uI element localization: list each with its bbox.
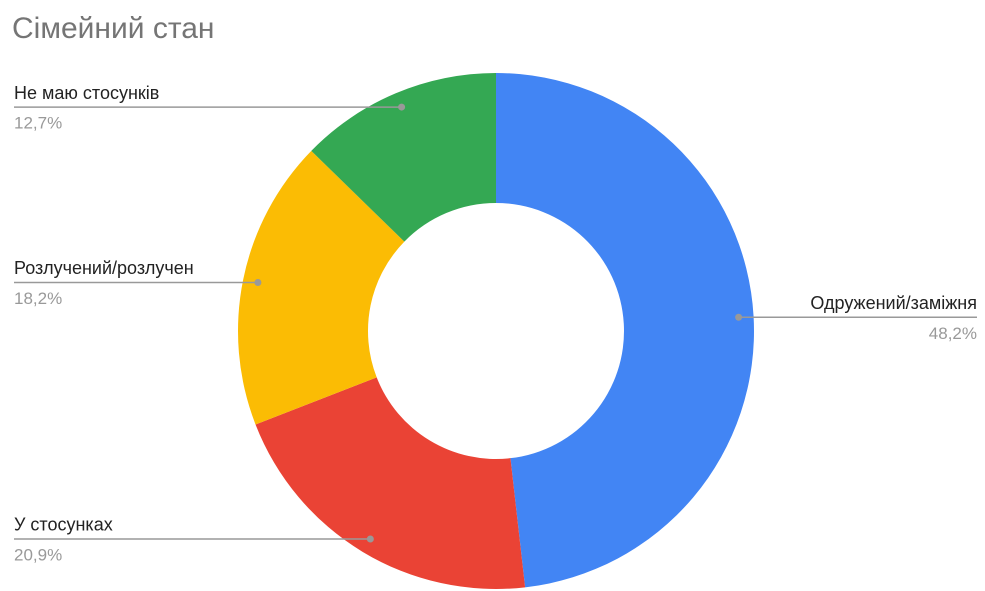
slice-label: У стосунках (14, 515, 113, 535)
leader-dot (735, 313, 743, 321)
slice-value: 12,7% (14, 114, 62, 133)
chart-title: Сімейний стан (12, 12, 214, 45)
slice-label: Розлучений/розлучен (14, 258, 194, 278)
slice-label: Одружений/заміжня (810, 293, 977, 313)
slice (238, 150, 405, 425)
slice-value: 20,9% (14, 545, 62, 564)
slice-label: Не маю стосунків (14, 83, 159, 103)
leader-dot (254, 278, 262, 286)
leader-dot (398, 103, 406, 111)
slice (311, 73, 496, 242)
slice (255, 377, 526, 590)
slice-value: 48,2% (929, 324, 977, 343)
slice-value: 18,2% (14, 289, 62, 308)
leader-dot (366, 535, 374, 543)
slice (496, 72, 755, 588)
